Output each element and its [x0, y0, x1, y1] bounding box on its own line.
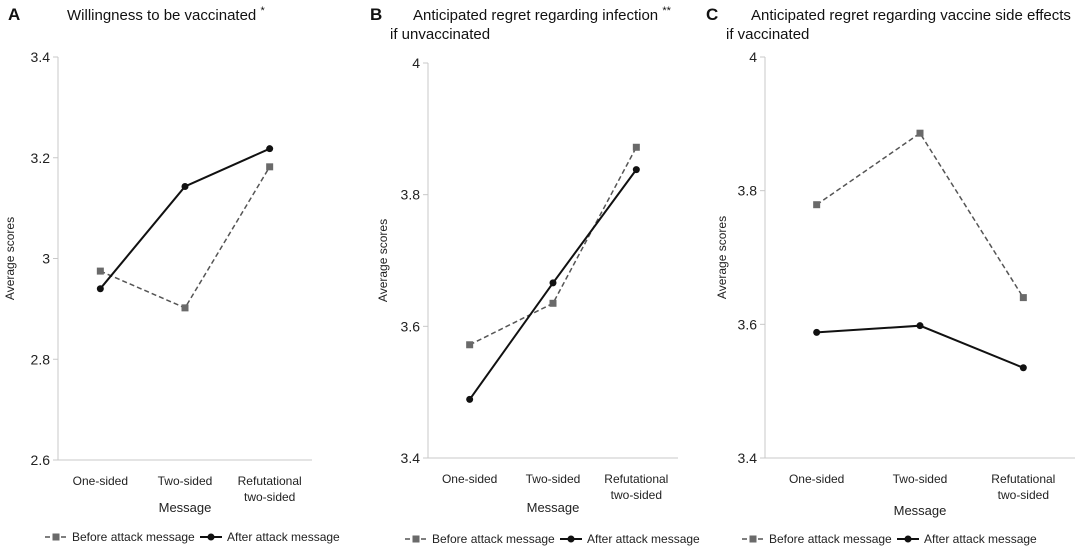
- data-point-before: [632, 143, 640, 151]
- data-point-before: [916, 129, 924, 137]
- x-tick-label: two-sided: [611, 488, 662, 502]
- y-tick-label: 3: [42, 251, 50, 267]
- x-axis-label: Message: [527, 500, 580, 515]
- data-point-before: [549, 299, 557, 307]
- x-tick-label: Two-sided: [526, 472, 581, 486]
- data-point-before: [266, 163, 274, 171]
- chart-title-line2: if unvaccinated: [390, 26, 490, 43]
- legend-label: After attack message: [587, 532, 700, 546]
- legend-label: Before attack message: [72, 530, 195, 544]
- x-tick-label: One-sided: [73, 474, 128, 488]
- legend: Before attack message After attack messag…: [405, 532, 700, 546]
- series-line-after: [99, 147, 271, 290]
- y-tick-label: 3.6: [401, 318, 421, 334]
- legend: Before attack message After attack messag…: [742, 532, 1037, 546]
- data-point-after: [549, 279, 557, 287]
- y-tick-label: 2.8: [31, 351, 51, 367]
- data-point-before: [96, 267, 104, 275]
- series-line-after: [816, 324, 1024, 369]
- x-tick-label: One-sided: [789, 472, 844, 486]
- legend-marker-circle: [567, 535, 575, 543]
- data-point-before: [181, 304, 189, 312]
- x-axis-label: Message: [159, 500, 212, 515]
- data-point-after: [96, 285, 104, 293]
- y-tick-label: 4: [412, 55, 420, 71]
- legend-label: Before attack message: [769, 532, 892, 546]
- y-tick-label: 3.6: [738, 316, 758, 332]
- y-tick-label: 3.2: [31, 150, 51, 166]
- y-tick-label: 3.8: [401, 187, 421, 203]
- data-point-after: [916, 322, 924, 330]
- x-axis-label: Message: [894, 503, 947, 518]
- data-point-after: [1019, 364, 1027, 372]
- chart-title-line2: if vaccinated: [726, 26, 809, 43]
- chart-title: Anticipated regret regarding infection *…: [413, 5, 672, 24]
- data-point-after: [813, 328, 821, 336]
- data-point-before: [1019, 294, 1027, 302]
- data-point-after: [466, 395, 474, 403]
- y-tick-label: 3.8: [738, 183, 758, 199]
- chart-panel-c: C Anticipated regret regarding vaccine si…: [706, 5, 1075, 546]
- y-axis-label: Average scores: [3, 217, 17, 300]
- y-tick-label: 3.4: [738, 450, 758, 466]
- data-point-after: [181, 182, 189, 190]
- x-tick-label: Two-sided: [893, 472, 948, 486]
- legend-marker-square: [749, 535, 757, 543]
- legend-marker-circle: [207, 533, 215, 541]
- x-tick-label: two-sided: [244, 490, 295, 504]
- chart-panel-a: A Willingness to be vaccinated * 2.6 2.8 3 3.…: [3, 5, 340, 544]
- legend: Before attack message After attack messag…: [45, 530, 340, 544]
- series-line-before: [469, 146, 637, 346]
- chart-panel-b: B Anticipated regret regarding infection …: [370, 5, 700, 546]
- x-tick-label: One-sided: [442, 472, 497, 486]
- data-point-before: [466, 341, 474, 349]
- y-tick-label: 3.4: [31, 49, 51, 65]
- series-line-before: [816, 132, 1024, 298]
- legend-label: After attack message: [227, 530, 340, 544]
- legend-label: Before attack message: [432, 532, 555, 546]
- x-tick-label: Refutational: [604, 472, 668, 486]
- x-tick-label: Two-sided: [158, 474, 213, 488]
- legend-marker-square: [412, 535, 420, 543]
- y-axis-label: Average scores: [376, 219, 390, 302]
- data-point-after: [266, 145, 274, 153]
- x-tick-label: two-sided: [998, 488, 1049, 502]
- y-axis-label: Average scores: [715, 216, 729, 299]
- legend-marker-circle: [904, 535, 912, 543]
- legend-marker-square: [52, 533, 60, 541]
- significance-mark: **: [662, 5, 671, 17]
- y-tick-label: 3.4: [401, 450, 421, 466]
- y-tick-label: 2.6: [31, 452, 51, 468]
- data-point-before: [813, 201, 821, 209]
- x-tick-label: Refutational: [238, 474, 302, 488]
- panel-letter: A: [8, 5, 20, 24]
- significance-mark: *: [260, 5, 265, 17]
- panel-letter: B: [370, 5, 382, 24]
- legend-label: After attack message: [924, 532, 1037, 546]
- data-point-after: [632, 166, 640, 174]
- panel-letter: C: [706, 5, 718, 24]
- chart-title: Willingness to be vaccinated *: [67, 5, 265, 24]
- chart-title: Anticipated regret regarding vaccine sid…: [751, 7, 1071, 24]
- x-tick-label: Refutational: [991, 472, 1055, 486]
- y-tick-label: 4: [749, 49, 757, 65]
